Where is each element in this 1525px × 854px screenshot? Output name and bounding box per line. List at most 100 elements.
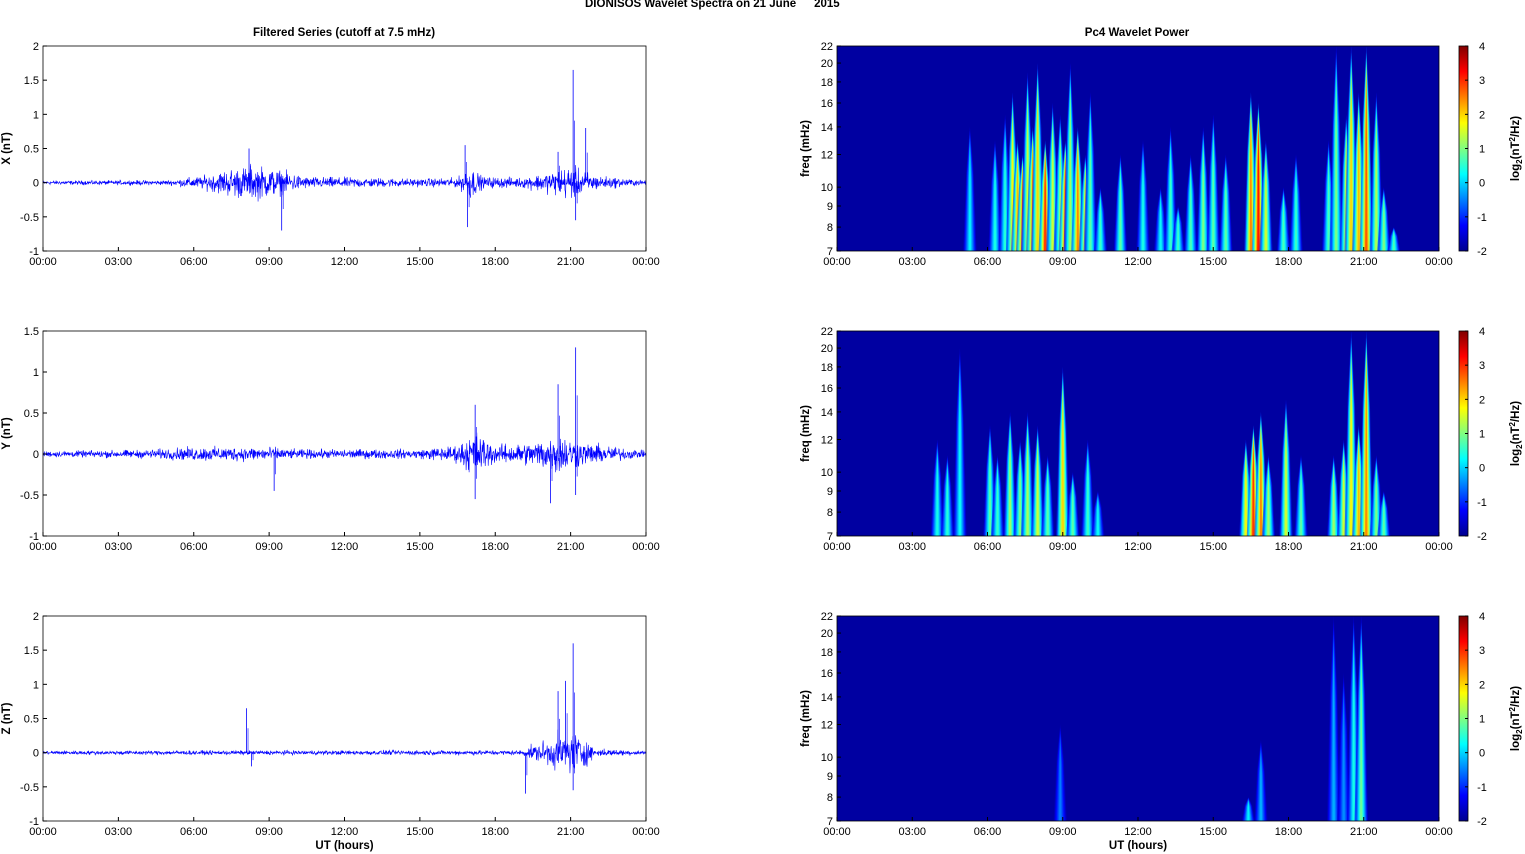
spectrum-x-burst	[1382, 196, 1385, 251]
spectrum-y-burst	[996, 467, 999, 536]
spectrum-x-burst	[1294, 169, 1298, 251]
spectrum-z-ylabel: freq (mHz)	[800, 690, 812, 747]
spectrum-x-burst	[1176, 212, 1180, 251]
figure-title: DIONISOS Wavelet Spectra on 21 June 2015	[585, 0, 840, 10]
spectrum-y-burst	[1036, 441, 1039, 536]
series-y-xtick-label: 15:00	[406, 541, 434, 553]
spectrum-y-colorbar-tick-label: 3	[1479, 360, 1485, 372]
series-x-xtick-label: 00:00	[632, 256, 660, 268]
spectrum-x-ytick-label: 22	[821, 41, 833, 53]
spectrum-x-xtick-label: 18:00	[1275, 256, 1303, 268]
series-z-ytick-label: 0	[33, 748, 39, 760]
series-x-ylabel: X (nT)	[1, 132, 13, 165]
spectrum-x-colorbar-label-part: 2	[1508, 136, 1517, 141]
spectrum-x-burst	[1051, 125, 1054, 251]
series-x-ytick-label: 2	[33, 41, 39, 53]
spectrum-z-xtick-label: 18:00	[1275, 826, 1303, 838]
spectrum-x-burst	[1350, 76, 1353, 251]
left-column-title: Filtered Series (cutoff at 7.5 mHz)	[253, 27, 435, 39]
series-z-ylabel: Z (nT)	[1, 702, 13, 734]
panels: -1 -0.5 0 0.5 1 1.5 2 X (nT) 00:00 03:00 06:00 09:0…	[1, 41, 1524, 852]
spectrum-z-ytick-label: 8	[827, 792, 833, 804]
spectrum-y-burst	[1284, 420, 1288, 536]
spectrum-y-colorbar-tick-label: 2	[1479, 394, 1485, 406]
spectrum-z-ytick-label: 7	[827, 816, 833, 828]
figure-title-text: DIONISOS Wavelet Spectra on 21 June	[585, 0, 797, 10]
spectrum-x-xtick-label: 21:00	[1350, 256, 1378, 268]
spectrum-x-burst	[1089, 116, 1092, 251]
series-x-xtick-label: 09:00	[255, 256, 283, 268]
series-z-ytick-label: 2	[33, 611, 39, 623]
series-y-xtick-label: 21:00	[557, 541, 585, 553]
spectrum-y-burst	[988, 441, 992, 536]
spectrum-y-colorbar-tick-label: 0	[1479, 463, 1485, 475]
spectrum-x-ylabel: freq (mHz)	[800, 120, 812, 177]
spectrum-x-burst	[1375, 116, 1378, 251]
spectrum-x-burst	[1257, 125, 1260, 251]
spectrum-x-colorbar-tick-label: -2	[1477, 246, 1487, 258]
spectrum-y-burst	[1332, 467, 1335, 536]
spectrum-y-ytick-label: 7	[827, 531, 833, 543]
series-x-xtick-label: 03:00	[105, 256, 133, 268]
spectrum-y-xtick-label: 09:00	[1049, 541, 1077, 553]
spectrum-y-ytick-label: 14	[821, 407, 833, 419]
spectrum-y-xtick-label: 03:00	[898, 541, 926, 553]
spectrum-y-burst	[946, 467, 949, 536]
spectrum-x-colorbar-label-part: /Hz)	[1510, 116, 1522, 137]
spectrum-z-ytick-label: 9	[827, 771, 833, 783]
series-x-ytick-label: 1	[33, 109, 39, 121]
series-x-ytick-label: -1	[29, 246, 39, 258]
spectrum-x-ytick-label: 12	[821, 150, 833, 162]
series-z-plot-area	[43, 616, 646, 821]
series-y-ylabel: Y (nT)	[1, 417, 13, 450]
spectrum-x-burst	[1264, 156, 1268, 251]
spectrum-x-xtick-label: 00:00	[1425, 256, 1453, 268]
spectrum-z-colorbar-label-part: 2	[1515, 729, 1524, 734]
spectrum-y-ytick-label: 9	[827, 486, 833, 498]
spectrum-y-xtick-label: 06:00	[974, 541, 1002, 553]
figure-title-year: 2015	[814, 0, 840, 10]
spectrum-x-burst	[1119, 169, 1122, 251]
series-z-ytick-label: 0.5	[24, 714, 39, 726]
spectrum-x-burst	[1249, 116, 1253, 251]
spectrum-x-burst	[1036, 91, 1039, 251]
spectrum-y-xtick-label: 00:00	[1425, 541, 1453, 553]
spectrum-x-ytick-label: 8	[827, 222, 833, 234]
series-y-xtick-label: 12:00	[331, 541, 359, 553]
spectrum-z-colorbar-label: log2(nT2/Hz)	[1508, 686, 1524, 751]
series-z-ytick-label: -0.5	[20, 782, 39, 794]
spectrum-z-ytick-label: 20	[821, 628, 833, 640]
spectrum-z-xtick-label: 21:00	[1350, 826, 1378, 838]
series-z-xtick-label: 06:00	[180, 826, 208, 838]
series-y-xtick-label: 06:00	[180, 541, 208, 553]
spectrum-y-ytick-label: 18	[821, 362, 833, 374]
spectrum-z-colorbar-tick-label: -1	[1477, 782, 1487, 794]
spectrum-x-bursts	[963, 46, 1401, 251]
series-z-ytick-label: 1.5	[24, 645, 39, 657]
spectrum-z-colorbar-tick-label: 1	[1479, 714, 1485, 726]
series-z-xtick-label: 09:00	[255, 826, 283, 838]
series-y-ytick-label: -0.5	[20, 490, 39, 502]
series-z-xtick-label: 03:00	[105, 826, 133, 838]
spectrum-x-burst	[1069, 91, 1072, 251]
spectrum-z-colorbar-label-part: /Hz)	[1510, 686, 1522, 707]
spectrum-z-burst	[1247, 800, 1250, 821]
spectrum-z-colorbar-tick-label: 4	[1479, 611, 1485, 623]
series-x-xtick-label: 00:00	[29, 256, 57, 268]
spectrum-x-xtick-label: 12:00	[1124, 256, 1152, 268]
series-x-xtick-label: 06:00	[180, 256, 208, 268]
spectrum-x-burst	[1202, 145, 1205, 251]
spectrum-x-xtick-label: 09:00	[1049, 256, 1077, 268]
spectrum-x-burst	[968, 145, 972, 251]
spectrum-y-ytick-label: 10	[821, 467, 833, 479]
spectrum-y-ytick-label: 8	[827, 507, 833, 519]
spectrum-y-xtick-label: 00:00	[823, 541, 851, 553]
spectrum-x-ytick-label: 14	[821, 122, 833, 134]
spectrum-x-ytick-label: 20	[821, 58, 833, 70]
series-y-ytick-label: 1.5	[24, 326, 39, 338]
series-z-xtick-label: 00:00	[632, 826, 660, 838]
spectrum-x-xtick-label: 06:00	[974, 256, 1002, 268]
spectrum-x-burst	[1159, 196, 1162, 251]
spectrum-z-ytick-label: 14	[821, 692, 833, 704]
